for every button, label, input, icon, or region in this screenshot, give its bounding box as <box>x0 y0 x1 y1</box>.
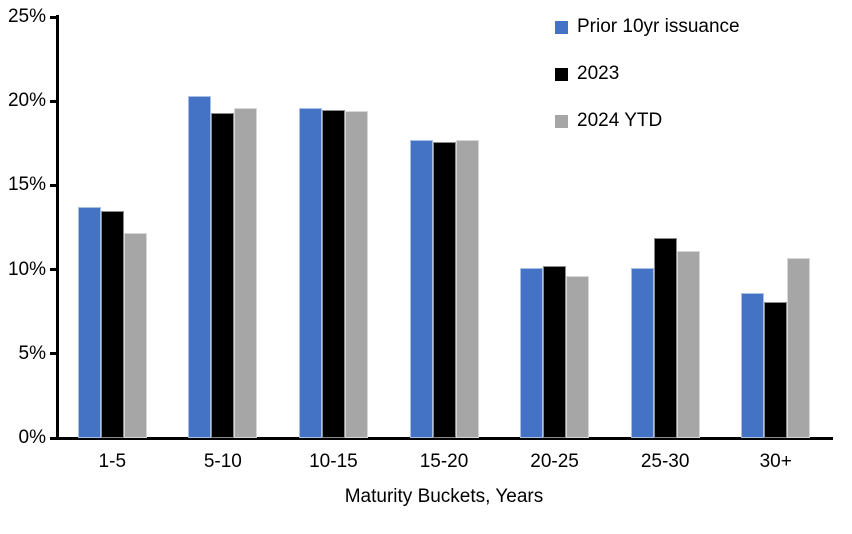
legend: Prior 10yr issuance 2023 2024 YTD <box>555 16 740 157</box>
bar <box>741 293 765 438</box>
x-axis-line <box>55 437 833 440</box>
bar <box>100 210 124 438</box>
bar <box>787 257 811 438</box>
y-tick-label: 5% <box>18 342 46 364</box>
bar <box>409 139 433 438</box>
y-axis-line <box>56 15 59 440</box>
y-tick-label: 15% <box>7 174 46 196</box>
y-tick-mark <box>50 15 57 19</box>
legend-label: 2024 YTD <box>577 110 663 131</box>
x-category-label: 20-25 <box>530 451 579 472</box>
bar <box>77 207 101 438</box>
legend-item: Prior 10yr issuance <box>555 16 740 38</box>
legend-item: 2023 <box>555 63 740 85</box>
bar <box>432 141 456 438</box>
y-tick-mark <box>50 268 57 272</box>
bar <box>188 96 212 438</box>
plot-area <box>57 17 831 439</box>
x-category-label: 15-20 <box>419 451 469 472</box>
y-tick-label: 10% <box>7 258 46 280</box>
y-tick-mark <box>50 352 57 356</box>
bar <box>764 301 788 438</box>
bar <box>211 113 235 438</box>
bar <box>234 107 258 438</box>
legend-swatch <box>555 114 568 128</box>
bar <box>520 267 544 438</box>
x-category-label: 1-5 <box>98 451 127 472</box>
y-tick-mark <box>50 183 57 187</box>
x-category-label: 25-30 <box>640 451 690 472</box>
y-tick-label: 0% <box>18 427 46 448</box>
legend-swatch <box>555 67 568 81</box>
bar <box>543 266 567 438</box>
bar <box>676 251 700 438</box>
bar <box>455 139 479 438</box>
y-tick-mark <box>50 436 57 440</box>
x-category-label: 30+ <box>759 451 792 472</box>
y-tick-label: 20% <box>7 90 46 112</box>
x-category-label: 10-15 <box>309 451 358 472</box>
legend-label: Prior 10yr issuance <box>577 16 740 37</box>
legend-item: 2024 YTD <box>555 110 740 132</box>
bar <box>123 232 147 438</box>
y-tick-mark <box>50 99 57 103</box>
y-tick-label: 25% <box>7 6 46 27</box>
bar <box>321 109 345 438</box>
bar <box>298 107 322 438</box>
bar <box>630 267 654 438</box>
legend-label: 2023 <box>577 63 620 84</box>
legend-swatch <box>555 20 568 34</box>
bar <box>344 111 368 438</box>
bar <box>653 237 677 438</box>
x-axis-title: Maturity Buckets, Years <box>344 486 544 507</box>
bar <box>566 276 590 438</box>
x-category-label: 5-10 <box>203 451 242 472</box>
